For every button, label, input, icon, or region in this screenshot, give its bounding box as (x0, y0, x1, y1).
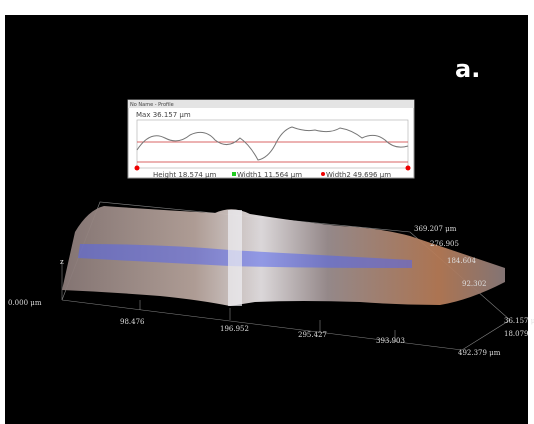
panel-label: a. (455, 55, 480, 83)
x-axis-label: 295.427 (298, 331, 327, 339)
height-label: Height 18.574 μm (153, 171, 217, 179)
y-axis-label: 184.604 (447, 257, 476, 265)
marker (406, 166, 411, 171)
x-axis-label: 393.903 (376, 337, 405, 345)
max-label: Max 36.157 μm (136, 111, 191, 119)
x-axis-label: 0.000 μm (8, 299, 42, 307)
screenshot: No Name - Profile Max 36.157 μm Height 1… (0, 0, 534, 424)
legend-swatch (232, 172, 236, 176)
marker (135, 166, 140, 171)
window-title: No Name - Profile (130, 102, 174, 108)
z-axis-label: 18.079 (504, 330, 529, 338)
x-axis-label: 98.476 (120, 318, 145, 326)
z-axis-label: 36.157 μm (504, 317, 534, 325)
width1-label: Width1 11.564 μm (237, 171, 302, 179)
width2-label: Width2 49.696 μm (326, 171, 391, 179)
z-axis-title: z (60, 258, 64, 266)
y-axis-label: 369.207 μm (414, 225, 457, 233)
x-axis-label: 492.379 μm (458, 349, 501, 357)
y-axis-label: 92.302 (462, 280, 487, 288)
legend-swatch (321, 172, 325, 176)
x-axis-label: 196.952 (220, 325, 249, 333)
y-axis-label: 276.905 (430, 240, 459, 248)
ridge (228, 210, 242, 306)
image: No Name - Profile Max 36.157 μm Height 1… (0, 0, 534, 424)
